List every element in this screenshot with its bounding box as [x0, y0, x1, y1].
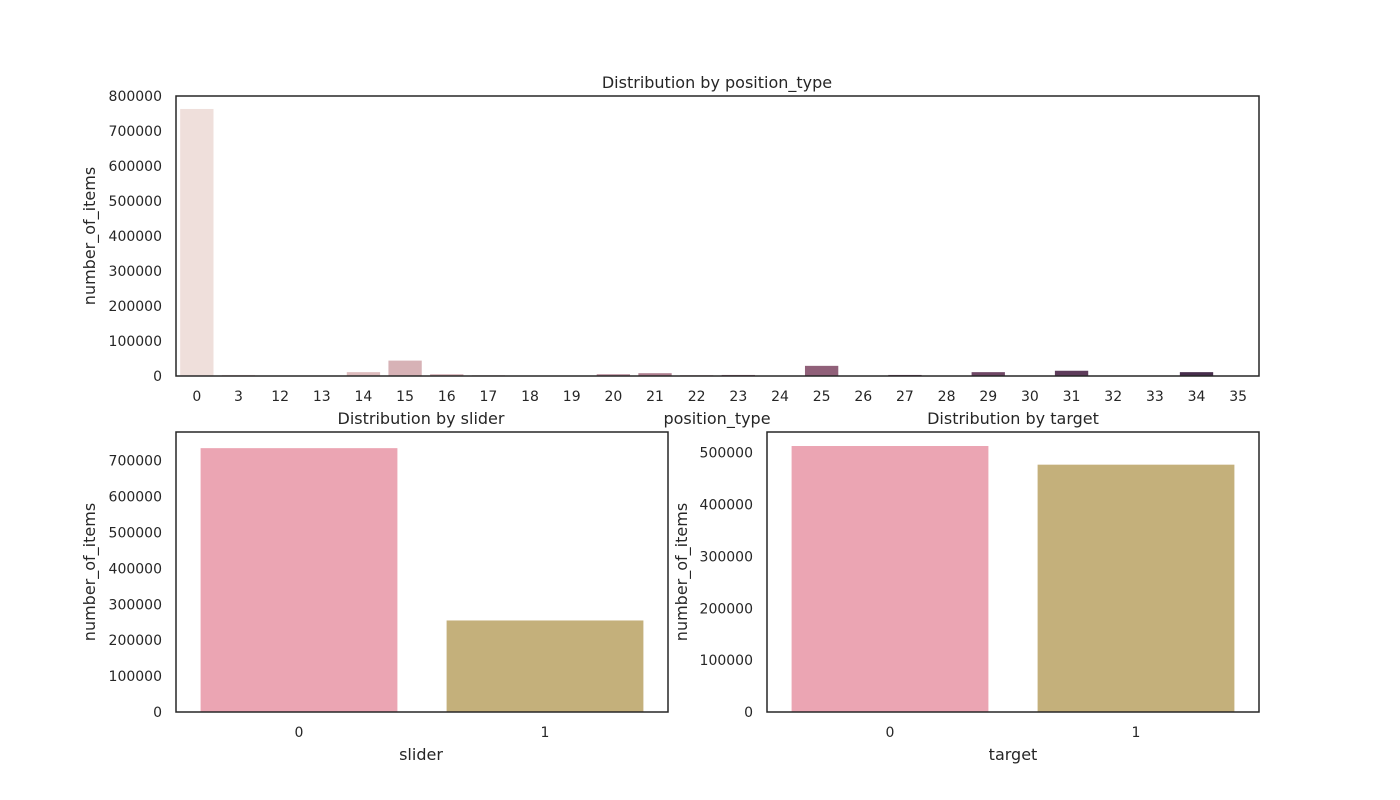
y-tick-label: 300000 — [109, 597, 162, 613]
y-axis-label: number_of_items — [672, 503, 692, 641]
bar-1 — [1037, 464, 1235, 712]
x-tick-label: 33 — [1146, 389, 1164, 405]
chart-title: Distribution by position_type — [602, 73, 832, 93]
y-axis-label: number_of_items — [80, 167, 100, 305]
y-tick-label: 500000 — [700, 446, 753, 462]
x-tick-label: 21 — [646, 389, 664, 405]
bar-21 — [638, 373, 672, 376]
bar-15 — [388, 360, 422, 376]
y-tick-label: 100000 — [109, 669, 162, 685]
x-tick-label: 32 — [1104, 389, 1122, 405]
y-tick-label: 800000 — [109, 89, 162, 105]
y-ticks: 0 100000 200000 300000 400000 500000 — [700, 446, 753, 721]
bar-0 — [180, 108, 214, 376]
x-tick-label: 34 — [1188, 389, 1206, 405]
chart-title: Distribution by slider — [338, 409, 505, 428]
panel-target: Distribution by target 0 100000 200000 3000… — [672, 409, 1260, 764]
x-tick-label: 0 — [886, 725, 895, 741]
x-axis-label: slider — [399, 745, 443, 764]
x-tick-label: 20 — [604, 389, 622, 405]
bar-0 — [791, 446, 989, 712]
chart-title: Distribution by target — [927, 409, 1099, 428]
x-tick-label: 23 — [729, 389, 747, 405]
plot-frame — [175, 431, 669, 713]
bar-1 — [446, 620, 644, 712]
y-tick-label: 700000 — [109, 454, 162, 470]
y-tick-label: 400000 — [109, 561, 162, 577]
x-tick-label: 0 — [295, 725, 304, 741]
y-ticks: 0 100000 200000 300000 400000 500000 600000 700… — [109, 89, 162, 385]
x-tick-label: 1 — [1132, 725, 1141, 741]
y-tick-label: 0 — [744, 705, 753, 721]
y-tick-label: 200000 — [700, 601, 753, 617]
bar-16 — [430, 374, 464, 376]
y-tick-label: 500000 — [109, 194, 162, 210]
bar-34 — [1179, 372, 1214, 376]
bar-25 — [804, 365, 839, 376]
x-tick-label: 19 — [563, 389, 581, 405]
y-tick-label: 0 — [153, 705, 162, 721]
x-tick-label: 28 — [938, 389, 956, 405]
x-ticks: 0 3 12 13 14 15 16 17 18 19 20 21 22 23 24 25 26 27 28 29 30… — [192, 389, 1247, 405]
x-tick-label: 14 — [355, 389, 373, 405]
y-tick-label: 100000 — [700, 653, 753, 669]
bar-31 — [1054, 370, 1089, 376]
plot-frame — [175, 95, 1260, 377]
y-tick-label: 600000 — [109, 159, 162, 175]
x-tick-label: 12 — [271, 389, 289, 405]
y-tick-label: 400000 — [700, 498, 753, 514]
y-tick-label: 200000 — [109, 299, 162, 315]
x-tick-label: 16 — [438, 389, 456, 405]
y-tick-label: 200000 — [109, 633, 162, 649]
x-tick-label: 3 — [234, 389, 243, 405]
x-tick-label: 0 — [192, 389, 201, 405]
y-tick-label: 100000 — [109, 334, 162, 350]
x-tick-label: 15 — [396, 389, 414, 405]
x-tick-label: 24 — [771, 389, 789, 405]
x-tick-label: 35 — [1229, 389, 1247, 405]
x-tick-label: 1 — [541, 725, 550, 741]
x-tick-label: 17 — [479, 389, 497, 405]
y-tick-label: 600000 — [109, 490, 162, 506]
x-tick-label: 25 — [813, 389, 831, 405]
bar-14 — [346, 372, 381, 376]
bar-20 — [596, 374, 631, 376]
bars-group — [791, 446, 1235, 712]
bar-0 — [200, 448, 398, 712]
plot-frame — [766, 431, 1260, 713]
y-tick-label: 400000 — [109, 229, 162, 245]
panel-slider: Distribution by slider 0 100000 200000 3000… — [80, 409, 669, 764]
y-tick-label: 500000 — [109, 526, 162, 542]
panel-position-type: Distribution by position_type 0100000200… — [80, 73, 1260, 429]
x-axis-label: target — [989, 745, 1038, 764]
y-tick-label: 300000 — [700, 549, 753, 565]
x-tick-label: 27 — [896, 389, 914, 405]
y-tick-label: 300000 — [109, 264, 162, 280]
x-tick-label: 31 — [1063, 389, 1081, 405]
bars-group — [180, 108, 1255, 376]
bar-29 — [971, 372, 1005, 376]
x-tick-label: 29 — [979, 389, 997, 405]
y-tick-label: 0 — [153, 369, 162, 385]
y-ticks: 0 100000 200000 300000 400000 500000 600000 700… — [109, 454, 162, 721]
x-axis-label: position_type — [663, 409, 770, 429]
x-tick-label: 13 — [313, 389, 331, 405]
x-tick-label: 22 — [688, 389, 706, 405]
y-tick-label: 700000 — [109, 124, 162, 140]
bars-group — [200, 448, 644, 712]
x-tick-label: 18 — [521, 389, 539, 405]
y-axis-label: number_of_items — [80, 503, 100, 641]
x-tick-label: 30 — [1021, 389, 1039, 405]
x-tick-label: 26 — [854, 389, 872, 405]
